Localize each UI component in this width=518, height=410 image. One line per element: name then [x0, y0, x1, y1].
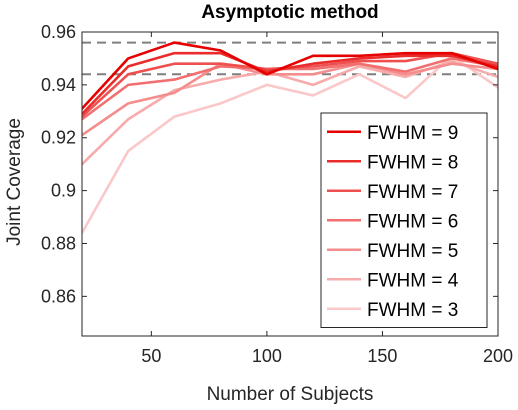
- x-tick-label: 100: [252, 346, 282, 366]
- series-line-7: [82, 54, 498, 235]
- y-tick-label: 0.88: [41, 233, 76, 253]
- legend-label: FWHM = 6: [367, 211, 458, 232]
- y-tick-label: 0.9: [51, 181, 76, 201]
- y-axis-label: Joint Coverage: [4, 118, 25, 246]
- legend-label: FWHM = 8: [367, 152, 458, 173]
- legend-label: FWHM = 5: [367, 241, 458, 262]
- series-line-4: [82, 57, 498, 121]
- axes: 50 100 150 200 0.86 0.88 0.9 0.92 0.94 0.96: [41, 22, 513, 366]
- legend-label: FWHM = 4: [367, 270, 459, 291]
- legend: FWHM = 9 FWHM = 8 FWHM = 7 FWHM = 6 FWHM = 5…: [320, 112, 488, 328]
- y-tick-label: 0.92: [41, 128, 76, 148]
- legend-label: FWHM = 9: [367, 123, 458, 144]
- plot-area: [82, 41, 498, 235]
- x-axis-label: Number of Subjects: [207, 384, 374, 405]
- plot-box: [81, 31, 499, 337]
- series-line-1: [82, 41, 498, 110]
- x-tick-label: 150: [367, 346, 397, 366]
- y-tick-label: 0.94: [41, 75, 76, 95]
- series-line-2: [82, 51, 498, 116]
- x-tick-label: 50: [141, 346, 161, 366]
- y-tick-label: 0.96: [41, 22, 76, 42]
- legend-label: FWHM = 7: [367, 182, 458, 203]
- legend-label: FWHM = 3: [367, 300, 458, 321]
- y-tick-label: 0.86: [41, 286, 76, 306]
- x-tick-label: 200: [483, 346, 513, 366]
- chart-title: Asymptotic method: [201, 2, 378, 23]
- series-line-5: [82, 62, 498, 137]
